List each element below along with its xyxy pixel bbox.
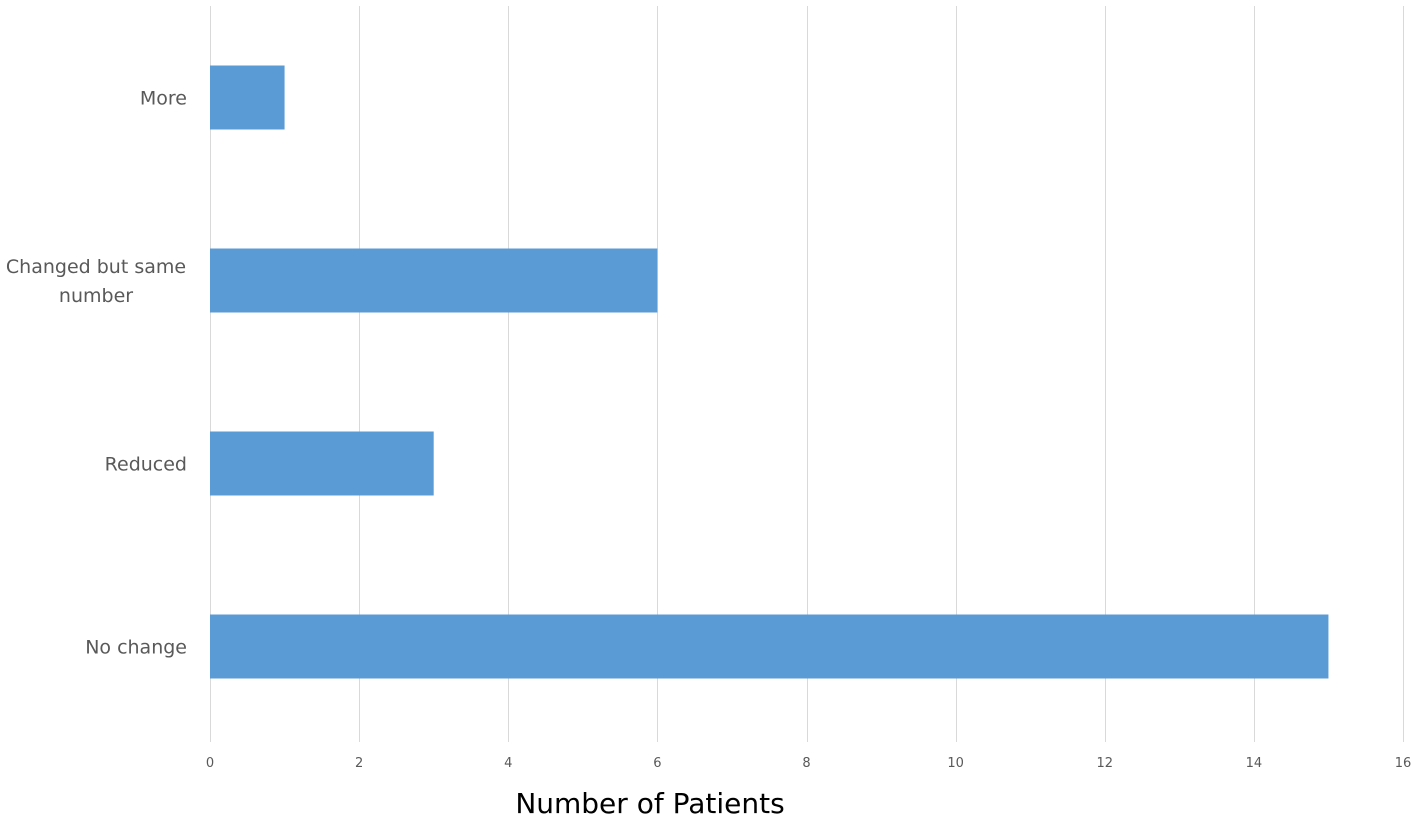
x-tick-label: 2 bbox=[355, 756, 363, 771]
x-tick-label: 10 bbox=[947, 756, 964, 771]
bar-reduced bbox=[210, 431, 434, 496]
x-tick-label: 12 bbox=[1096, 756, 1113, 771]
x-tick-label: 0 bbox=[206, 756, 214, 771]
category-label-line: No change bbox=[85, 637, 187, 659]
x-tick-label: 6 bbox=[653, 756, 661, 771]
x-tick-label: 8 bbox=[802, 756, 810, 771]
category-label: No change bbox=[85, 637, 187, 659]
category-labels: More Changed but same number Reduced No chan… bbox=[6, 88, 187, 659]
x-tick-labels: 0 2 4 6 8 10 12 14 16 bbox=[206, 756, 1411, 771]
x-tick-label: 4 bbox=[504, 756, 512, 771]
x-tick-label: 16 bbox=[1395, 756, 1412, 771]
bar-no-change bbox=[210, 614, 1329, 679]
bar-changed-but-same-number bbox=[210, 248, 658, 313]
category-label-line: More bbox=[140, 88, 187, 110]
category-label: Reduced bbox=[105, 454, 187, 476]
category-label-line: Changed but same bbox=[6, 256, 186, 278]
category-label-line: Reduced bbox=[105, 454, 187, 476]
x-axis-title: Number of Patients bbox=[515, 787, 784, 820]
bar-more bbox=[210, 65, 285, 130]
category-label: More bbox=[140, 88, 187, 110]
x-tick-label: 14 bbox=[1246, 756, 1263, 771]
category-label: Changed but same number bbox=[6, 256, 186, 307]
category-label-line: number bbox=[59, 285, 133, 307]
bars bbox=[210, 65, 1329, 679]
gridlines bbox=[210, 6, 1404, 742]
